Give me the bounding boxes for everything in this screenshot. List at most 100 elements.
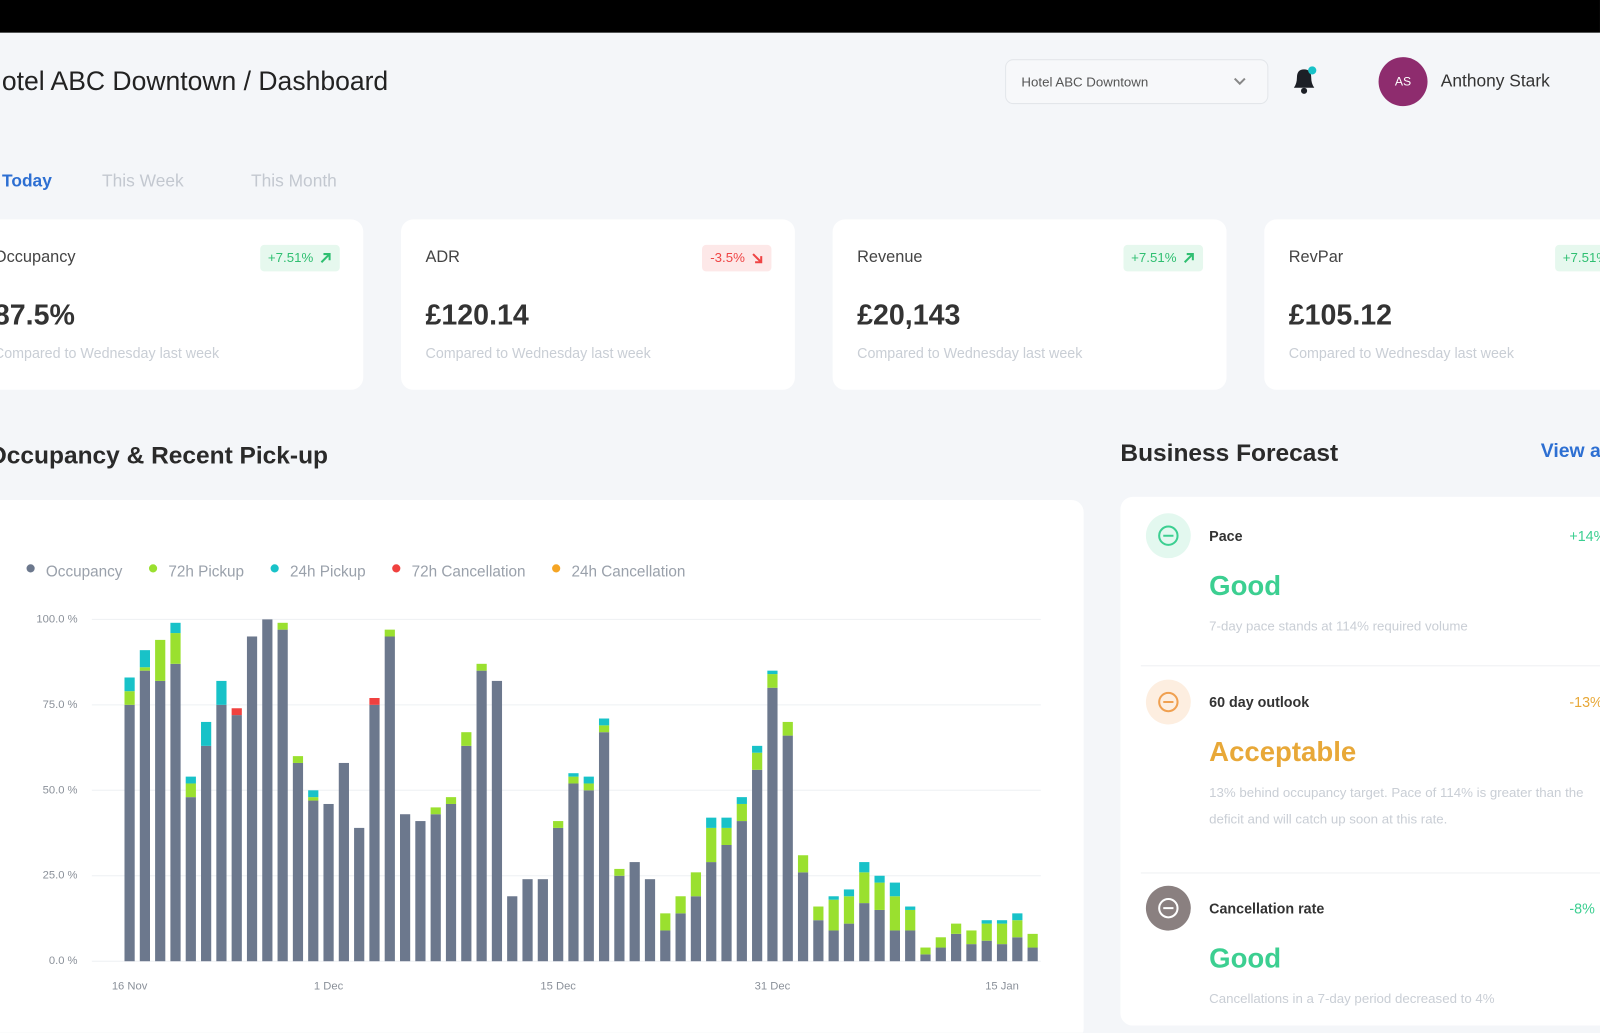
bar-segment [292, 756, 304, 763]
bar-segment [170, 663, 181, 962]
bar-segment [384, 629, 395, 637]
avatar[interactable]: AS [1378, 57, 1428, 107]
bar-segment [338, 762, 349, 962]
bar-segment [430, 814, 441, 962]
bar-segment [139, 670, 150, 962]
bar-segment [981, 940, 992, 962]
bar-segment [797, 872, 809, 962]
forecast-status: Good [1209, 570, 1282, 602]
kpi-label: RevPar [1288, 248, 1344, 267]
bar-segment [706, 817, 717, 828]
bar-segment [706, 862, 717, 962]
tab-active[interactable]: Today [2, 171, 52, 191]
user-name: Anthony Stark [1440, 71, 1550, 91]
bar-segment [721, 827, 732, 845]
kpi-change-badge: +7.51% [1554, 244, 1600, 272]
legend-marker [26, 564, 35, 573]
bar-segment [859, 903, 870, 962]
bar-segment [843, 923, 855, 962]
bar-segment [537, 879, 548, 962]
bar-segment [996, 944, 1008, 962]
bar-segment [476, 670, 487, 962]
kpi-label: ADR [425, 248, 460, 267]
hotel-select[interactable]: Hotel ABC Downtown [1005, 59, 1269, 105]
bar-segment [675, 896, 686, 914]
bar-segment [292, 762, 304, 962]
bar-segment [752, 769, 763, 962]
kpi-change: +7.51% [1131, 249, 1177, 266]
bar-segment [843, 896, 855, 924]
bar-segment [660, 930, 671, 962]
view-all-link[interactable]: View all [1540, 440, 1600, 463]
bar-segment [690, 896, 702, 962]
bar-segment [461, 732, 472, 746]
bar-segment [308, 800, 319, 962]
icon-glyph [1158, 691, 1179, 713]
x-tick-label: 15 Jan [985, 981, 1019, 993]
chart: 0.0 % 25.0 % 50.0 % 75.0 % 100.0 % Occupancy 7… [26, 563, 1041, 993]
bar-segment [1012, 913, 1023, 921]
legend-marker [392, 564, 401, 573]
bar-segment [797, 855, 809, 873]
bar-segment [843, 889, 855, 897]
bell-icon[interactable] [1290, 63, 1319, 96]
forecast-status: Acceptable [1209, 736, 1357, 768]
legend-marker [270, 564, 279, 573]
bar-segment [201, 721, 212, 746]
bar-segment [170, 633, 181, 664]
bar-segment [231, 715, 242, 962]
bar-segment [170, 622, 181, 634]
bar-segment [1012, 937, 1023, 962]
bar-segment [905, 906, 916, 910]
icon-glyph [1158, 897, 1179, 919]
bar-segment [155, 680, 166, 962]
bar-segment [996, 920, 1008, 924]
bar-segment [966, 944, 977, 962]
forecast-change: -13% [1569, 693, 1600, 711]
bar-segment [996, 923, 1008, 945]
bar-segment [598, 725, 610, 733]
bar-segment [399, 814, 411, 962]
forecast-description: 13% behind occupancy target. Pace of 114… [1209, 784, 1584, 827]
kpi-change-badge: +7.51% [259, 244, 340, 272]
bar-segment [767, 674, 778, 688]
bar-segment [905, 930, 916, 962]
kpi-value: £105.12 [1288, 298, 1393, 331]
x-tick-label: 16 Nov [112, 981, 148, 993]
bar-segment [736, 821, 747, 962]
kpi-value: £120.14 [425, 298, 529, 331]
bar-segment [568, 783, 579, 962]
icon-glyph [1158, 525, 1179, 546]
tab[interactable]: This Month [251, 171, 337, 191]
kpi-note: Compared to Wednesday last week [857, 344, 1083, 362]
bar-segment [308, 797, 319, 801]
bar-segment [935, 937, 946, 948]
forecast-label: 60 day outlook [1209, 693, 1310, 711]
bar-segment [124, 677, 135, 692]
bar-segment [139, 667, 150, 671]
bar-segment [583, 783, 594, 791]
bar-segment [491, 680, 503, 962]
bar-segment [553, 827, 564, 962]
bar-segment [598, 718, 610, 726]
kpi-change: +7.51% [267, 249, 314, 266]
legend-marker [552, 564, 561, 573]
kpi-card: Revenue +7.51% £20,143 Compared to Wednesda… [832, 219, 1227, 390]
bar-segment [614, 875, 625, 962]
hotel-select-label: Hotel ABC Downtown [1021, 74, 1149, 90]
bar-segment [445, 797, 457, 804]
bar-segment [583, 790, 594, 962]
bar-segment [430, 807, 441, 815]
kpi-change-badge: -3.5% [702, 244, 772, 272]
bar-segment [323, 803, 334, 962]
bar-segment [767, 670, 778, 675]
bar-segment [981, 920, 992, 924]
bar-segment [874, 875, 885, 883]
legend-label: 72h Cancellation [412, 563, 526, 580]
bar-segment [246, 636, 258, 962]
bar-segment [889, 882, 900, 897]
bar-segment [476, 663, 487, 671]
tab[interactable]: This Week [102, 171, 184, 191]
bar-segment [262, 619, 273, 962]
forecast-label: Cancellation rate [1209, 899, 1325, 917]
